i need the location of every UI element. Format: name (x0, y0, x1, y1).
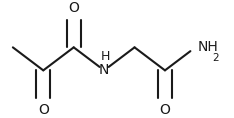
Text: N: N (99, 63, 109, 77)
Text: O: O (68, 1, 79, 15)
Text: O: O (38, 103, 49, 117)
Text: H: H (101, 50, 110, 63)
Text: 2: 2 (212, 53, 219, 63)
Text: NH: NH (198, 40, 219, 54)
Text: O: O (160, 103, 170, 117)
